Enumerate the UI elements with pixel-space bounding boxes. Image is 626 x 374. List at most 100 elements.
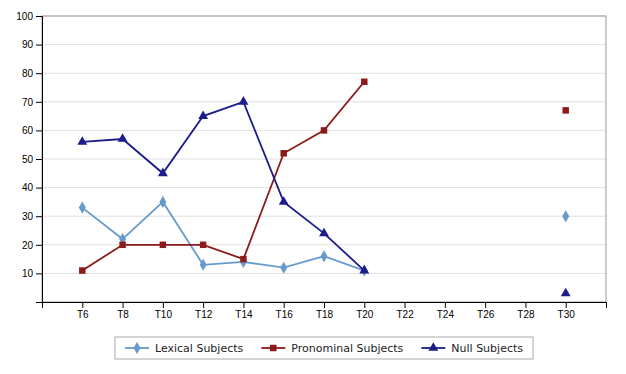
x-tick-mark xyxy=(203,302,204,308)
y-tick-mark xyxy=(36,16,42,17)
y-tick: 50 xyxy=(22,154,42,165)
legend-item: Null Subjects xyxy=(421,342,523,355)
y-tick: 60 xyxy=(22,125,42,136)
x-axis-line xyxy=(43,303,607,309)
y-tick-mark xyxy=(36,102,42,103)
y-tick-label: 60 xyxy=(22,125,34,136)
y-tick: 80 xyxy=(22,68,42,79)
x-tick-label: T14 xyxy=(235,309,253,320)
x-tick: T30 xyxy=(558,302,576,320)
point xyxy=(319,228,329,237)
x-tick-mark xyxy=(123,302,124,308)
y-tick-mark xyxy=(36,73,42,74)
grid-line xyxy=(42,101,606,102)
x-tick-label: T10 xyxy=(155,309,173,320)
y-tick-mark xyxy=(36,130,42,131)
point xyxy=(79,267,85,273)
point xyxy=(562,210,569,222)
series-points xyxy=(79,196,569,277)
y-tick: 70 xyxy=(22,97,42,108)
x-tick-label: T22 xyxy=(396,309,414,320)
y-tick-mark xyxy=(36,245,42,246)
x-tick: T6 xyxy=(77,302,89,320)
point xyxy=(119,242,125,248)
x-tick-mark xyxy=(243,302,244,308)
point xyxy=(198,110,208,119)
x-tick: T18 xyxy=(316,302,334,320)
y-tick-label: 80 xyxy=(22,68,34,79)
x-tick-label: T12 xyxy=(195,309,213,320)
legend-symbol xyxy=(428,342,438,351)
grid-line xyxy=(42,187,606,188)
x-tick-label: T30 xyxy=(558,309,576,320)
legend-label: Pronominal Subjects xyxy=(291,342,403,355)
point xyxy=(240,256,247,268)
grid-line xyxy=(42,216,606,217)
x-tick-mark xyxy=(284,302,285,308)
x-tick-mark xyxy=(485,302,486,308)
y-axis-line xyxy=(36,17,43,303)
y-tick-label: 50 xyxy=(22,154,34,165)
point xyxy=(361,79,367,85)
y-tick-label: 90 xyxy=(22,39,34,50)
x-tick: T20 xyxy=(356,302,374,320)
y-tick-label: 20 xyxy=(22,240,34,251)
x-tick-label: T18 xyxy=(316,309,334,320)
y-tick: 100 xyxy=(16,11,42,22)
y-tick-mark xyxy=(36,273,42,274)
y-tick: 40 xyxy=(22,182,42,193)
y-tick-mark xyxy=(36,188,42,189)
y-tick-mark xyxy=(36,159,42,160)
series-points xyxy=(79,79,569,274)
x-tick: T8 xyxy=(117,302,129,320)
point xyxy=(77,136,87,145)
point xyxy=(321,127,327,133)
plot: T6 T8 T10 T12 T14 T16 T18 T20 T22 T24 T26 T28 T30 10 2… xyxy=(16,11,606,320)
legend-item: Lexical Subjects xyxy=(125,342,244,355)
grid xyxy=(42,16,606,273)
grid-line xyxy=(42,273,606,274)
y-tick-label: 70 xyxy=(22,97,34,108)
x-tick-label: T20 xyxy=(356,309,374,320)
point xyxy=(562,107,568,113)
x-tick: T24 xyxy=(437,302,455,320)
x-tick: T28 xyxy=(517,302,535,320)
x-tick: T10 xyxy=(155,302,173,320)
legend-item: Pronominal Subjects xyxy=(261,342,403,355)
x-tick-mark xyxy=(445,302,446,308)
x-tick-label: T24 xyxy=(437,309,455,320)
legend-symbol xyxy=(134,342,141,354)
grid-line xyxy=(42,44,606,45)
legend-frame xyxy=(115,337,533,359)
x-tick: T26 xyxy=(477,302,495,320)
point xyxy=(160,242,166,248)
point xyxy=(279,196,289,205)
y-tick: 10 xyxy=(22,268,42,279)
legend-label: Null Subjects xyxy=(451,342,523,355)
marks xyxy=(77,79,570,297)
x-tick-label: T28 xyxy=(517,309,535,320)
x-tick-mark xyxy=(324,302,325,308)
point xyxy=(280,262,287,274)
x-tick: T16 xyxy=(276,302,294,320)
grid-line xyxy=(42,159,606,160)
point xyxy=(159,196,166,208)
y-tick: 90 xyxy=(22,39,42,50)
x-tick-label: T6 xyxy=(77,309,89,320)
legend: Lexical Subjects Pronominal Subjects Null … xyxy=(115,337,533,359)
series-line xyxy=(82,202,565,271)
point xyxy=(561,288,571,297)
x-tick-label: T26 xyxy=(477,309,495,320)
x-tick: T14 xyxy=(235,302,253,320)
y-tick-mark xyxy=(36,45,42,46)
point xyxy=(118,133,128,142)
grid-line xyxy=(42,73,606,74)
y-tick: 20 xyxy=(22,240,42,251)
y-tick-mark xyxy=(36,216,42,217)
point xyxy=(280,150,286,156)
series-line xyxy=(82,102,565,294)
x-tick: T22 xyxy=(396,302,414,320)
x-tick-mark xyxy=(405,302,406,308)
point xyxy=(359,265,369,274)
x-tick-label: T8 xyxy=(117,309,129,320)
